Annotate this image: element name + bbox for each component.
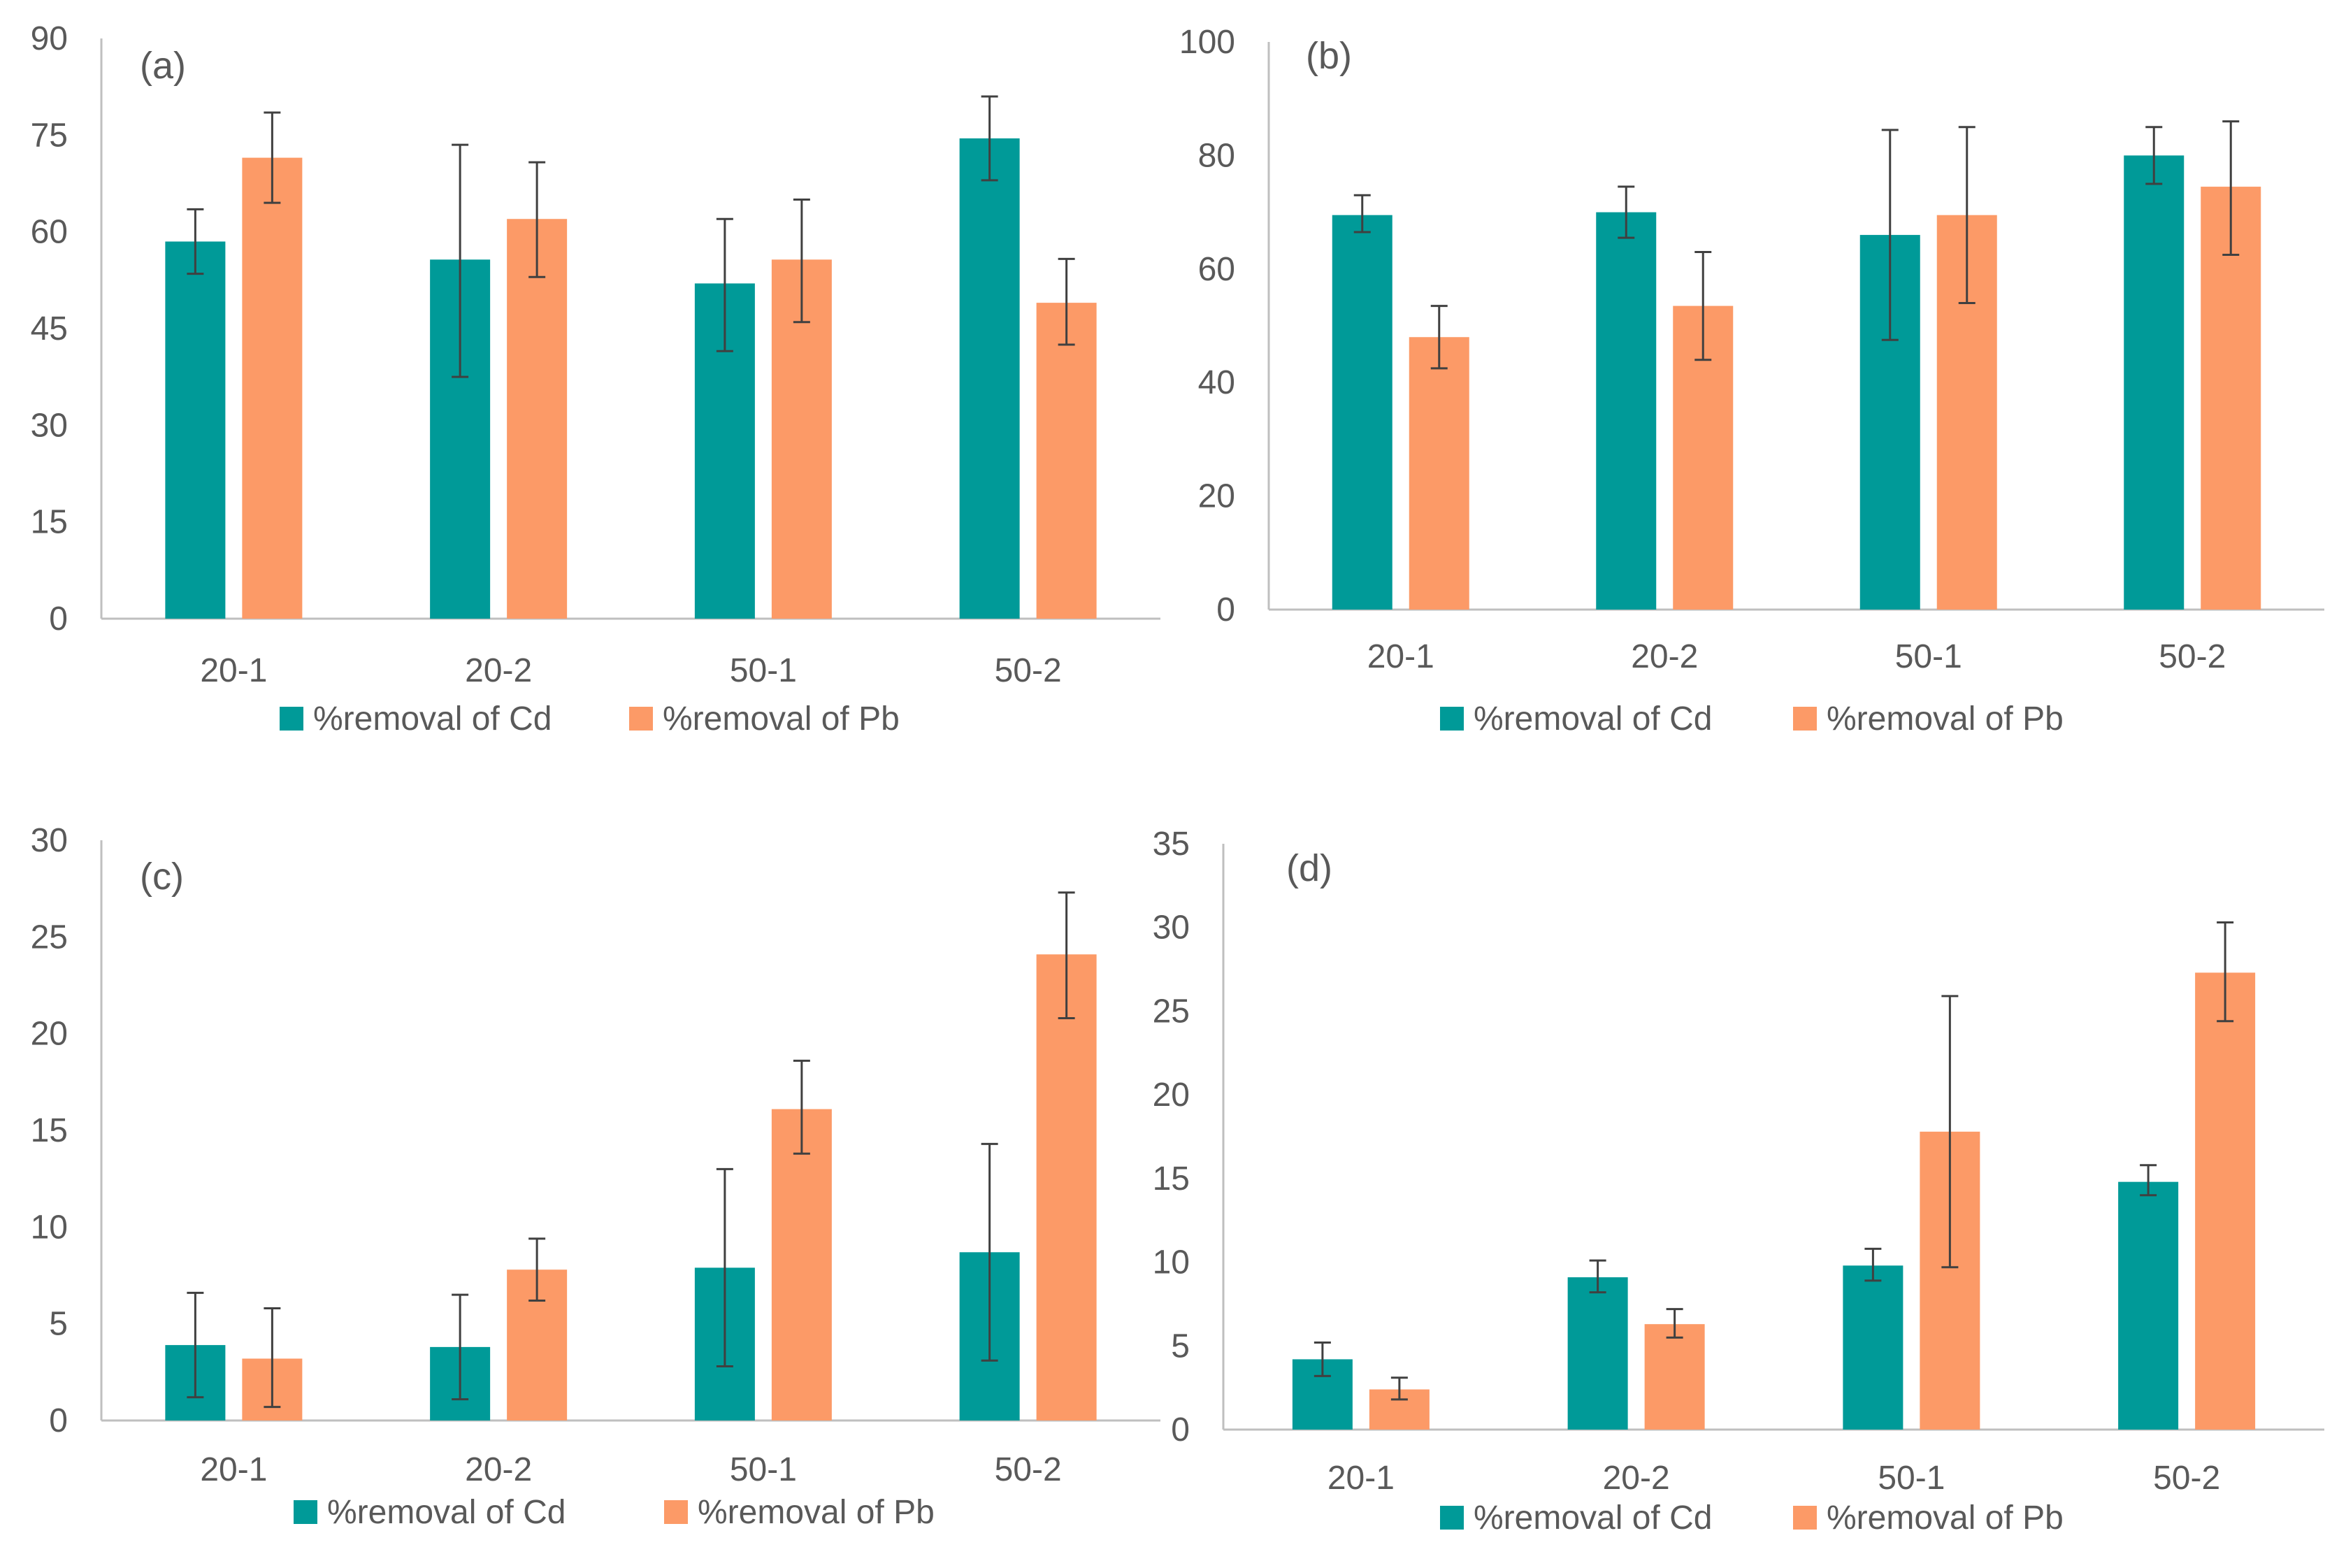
- legend-label: %removal of Pb: [1827, 1499, 2064, 1537]
- y-tick-label: 40: [1198, 364, 1235, 401]
- legend-swatch-cd: [280, 707, 303, 731]
- x-category-label: 20-2: [1603, 1460, 1670, 1497]
- bar-cd: [2124, 155, 2185, 610]
- x-category-label: 20-2: [1631, 638, 1698, 675]
- legend-label: %removal of Pb: [663, 700, 900, 738]
- panel-1: 0 20 40 60 80 100 (b) 20-1 20-2 50-1 50-2 %removal …: [1179, 24, 2324, 738]
- x-category-label: 20-1: [1367, 638, 1434, 675]
- bar-pb: [771, 1109, 832, 1420]
- y-tick-label: 35: [1153, 826, 1190, 863]
- legend-swatch-pb: [629, 707, 653, 731]
- y-tick-label: 0: [49, 600, 68, 638]
- bar-pb: [507, 219, 568, 619]
- panel-3: 0 5 10 15 20 25 30 35 (d) 20-1 20-2 50-1 50-2 %remova…: [1153, 826, 2324, 1537]
- panel-0: 0 15 30 45 60 75 90 (a) 20-1 20-2 50-1 50-2 %removal…: [31, 20, 1160, 738]
- y-tick-label: 10: [1153, 1244, 1190, 1281]
- bar-cd: [1843, 1265, 1903, 1430]
- y-tick-label: 5: [1171, 1328, 1190, 1365]
- bar-cd: [1567, 1277, 1628, 1430]
- x-category-label: 20-1: [200, 652, 267, 689]
- bar-pb: [1409, 337, 1469, 610]
- y-tick-label: 30: [31, 407, 68, 444]
- y-tick-label: 0: [1171, 1411, 1190, 1448]
- y-tick-label: 45: [31, 310, 68, 347]
- panel-label: (a): [140, 45, 186, 87]
- x-category-label: 50-1: [1878, 1460, 1945, 1497]
- legend-swatch-pb: [664, 1500, 688, 1524]
- y-tick-label: 60: [31, 214, 68, 251]
- y-tick-label: 10: [31, 1209, 68, 1246]
- x-category-label: 50-2: [995, 652, 1062, 689]
- y-tick-label: 100: [1179, 24, 1235, 61]
- y-tick-label: 60: [1198, 251, 1235, 288]
- y-tick-label: 20: [31, 1016, 68, 1053]
- x-category-label: 50-1: [730, 1451, 797, 1488]
- y-tick-label: 15: [31, 1112, 68, 1149]
- panel-2: 0 5 10 15 20 25 30 (c) 20-1 20-2 50-1 50-2 %removal …: [31, 822, 1160, 1531]
- legend-label: %removal of Cd: [313, 700, 552, 738]
- y-tick-label: 90: [31, 20, 68, 57]
- legend-label: %removal of Pb: [1827, 700, 2064, 738]
- y-tick-label: 75: [31, 117, 68, 154]
- legend-label: %removal of Cd: [1474, 1499, 1712, 1537]
- x-category-label: 50-2: [2159, 638, 2226, 675]
- bar-pb: [242, 157, 303, 619]
- bar-cd: [959, 138, 1020, 619]
- legend-swatch-cd: [294, 1500, 317, 1524]
- y-tick-label: 20: [1153, 1077, 1190, 1114]
- x-category-label: 20-1: [1327, 1460, 1395, 1497]
- bar-pb: [2201, 187, 2261, 610]
- bar-pb: [1644, 1324, 1705, 1430]
- x-category-label: 20-2: [465, 652, 532, 689]
- x-category-label: 50-1: [1895, 638, 1962, 675]
- x-category-label: 20-1: [200, 1451, 267, 1488]
- panel-label: (b): [1306, 35, 1352, 77]
- legend-label: %removal of Cd: [1474, 700, 1712, 738]
- bar-pb: [1036, 954, 1097, 1420]
- x-category-label: 50-2: [2153, 1460, 2220, 1497]
- y-tick-label: 0: [1216, 591, 1235, 628]
- y-tick-label: 5: [49, 1306, 68, 1343]
- bar-cd: [1332, 215, 1392, 610]
- x-category-label: 50-1: [730, 652, 797, 689]
- y-tick-label: 25: [1153, 993, 1190, 1030]
- bar-pb: [2195, 972, 2256, 1430]
- legend-swatch-cd: [1440, 1506, 1464, 1530]
- legend-swatch-cd: [1440, 707, 1464, 731]
- panel-label: (d): [1286, 847, 1332, 889]
- y-tick-label: 30: [1153, 909, 1190, 947]
- legend-swatch-pb: [1793, 707, 1817, 731]
- y-tick-label: 25: [31, 919, 68, 956]
- y-tick-label: 30: [31, 822, 68, 859]
- y-tick-label: 15: [1153, 1160, 1190, 1197]
- bar-cd: [165, 241, 226, 619]
- panel-label: (c): [140, 856, 184, 898]
- x-category-label: 50-2: [995, 1451, 1062, 1488]
- y-tick-label: 20: [1198, 478, 1235, 515]
- y-tick-label: 80: [1198, 137, 1235, 174]
- y-tick-label: 0: [49, 1402, 68, 1439]
- bar-cd: [2118, 1181, 2179, 1430]
- x-category-label: 20-2: [465, 1451, 532, 1488]
- legend-swatch-pb: [1793, 1506, 1817, 1530]
- bar-cd: [1596, 212, 1657, 610]
- y-tick-label: 15: [31, 504, 68, 541]
- legend-label: %removal of Cd: [327, 1494, 566, 1531]
- bar-pb: [1036, 303, 1097, 619]
- legend-label: %removal of Pb: [698, 1494, 935, 1531]
